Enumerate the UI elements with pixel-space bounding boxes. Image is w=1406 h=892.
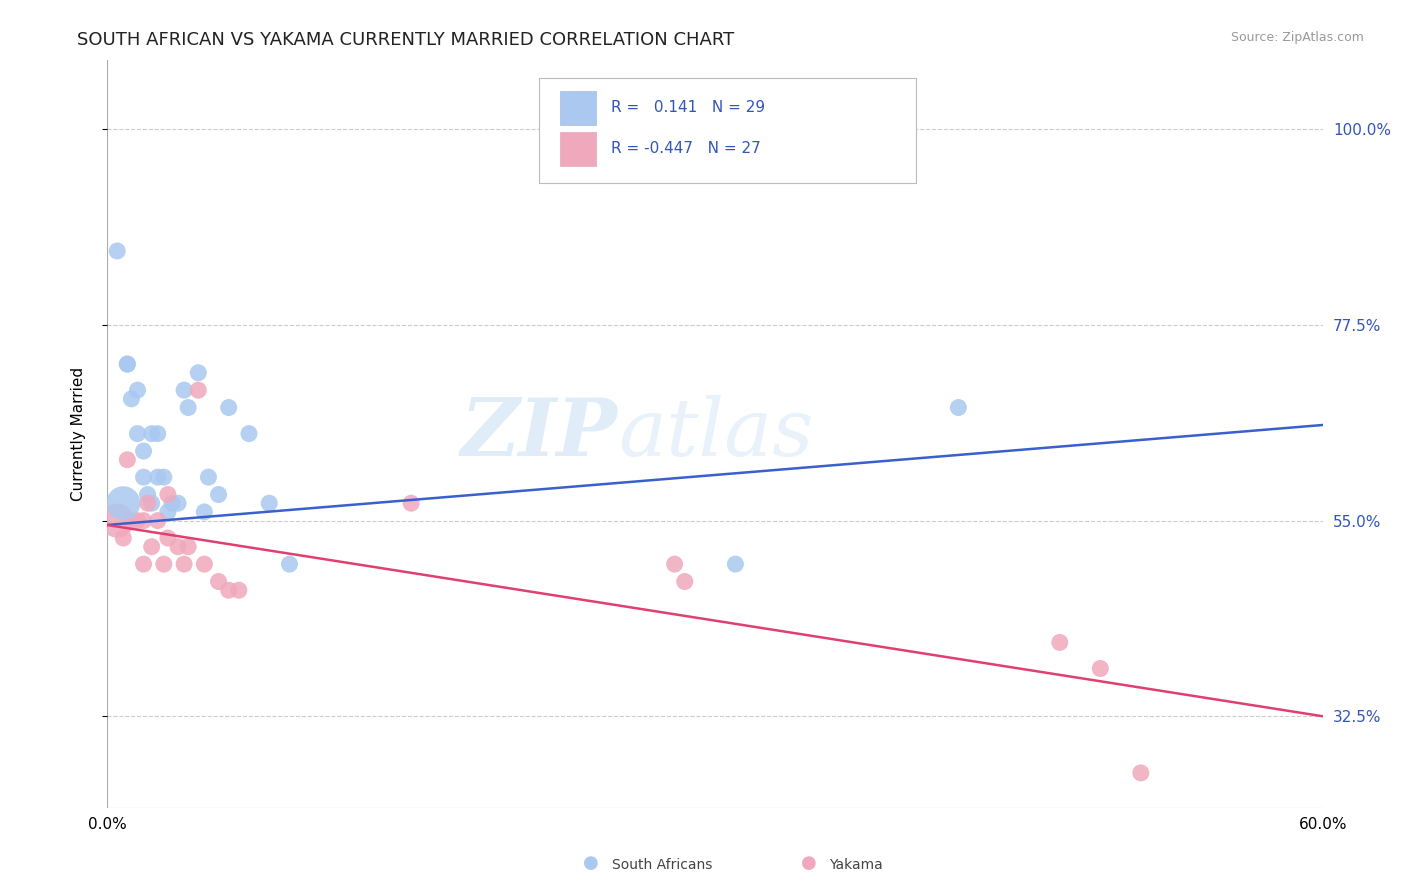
Point: [146, 470, 169, 484]
Point: [146, 514, 169, 528]
Point: [136, 487, 159, 501]
Text: Yakama: Yakama: [830, 858, 883, 872]
Point: [112, 496, 135, 510]
Text: ZIP: ZIP: [461, 395, 617, 473]
Point: [153, 557, 176, 571]
Point: [146, 426, 169, 441]
Point: [127, 426, 149, 441]
Text: South Africans: South Africans: [612, 858, 711, 872]
Point: [127, 383, 149, 397]
Point: [167, 540, 190, 554]
Point: [156, 505, 179, 519]
Point: [160, 496, 183, 510]
Point: [112, 531, 135, 545]
Point: [132, 444, 155, 458]
Point: [724, 557, 747, 571]
Point: [673, 574, 696, 589]
Point: [177, 540, 200, 554]
Point: [136, 496, 159, 510]
Text: SOUTH AFRICAN VS YAKAMA CURRENTLY MARRIED CORRELATION CHART: SOUTH AFRICAN VS YAKAMA CURRENTLY MARRIE…: [77, 31, 734, 49]
Point: [218, 401, 240, 415]
Bar: [560, 132, 596, 166]
Point: [187, 383, 209, 397]
Point: [141, 426, 163, 441]
Point: [238, 426, 260, 441]
Point: [1090, 661, 1112, 675]
Point: [117, 357, 139, 371]
Point: [177, 401, 200, 415]
Point: [399, 496, 422, 510]
Y-axis label: Currently Married: Currently Married: [72, 367, 86, 500]
Point: [156, 531, 179, 545]
Text: R =   0.141   N = 29: R = 0.141 N = 29: [610, 101, 765, 115]
FancyBboxPatch shape: [538, 78, 915, 183]
Point: [117, 357, 139, 371]
Text: ●: ●: [582, 855, 599, 872]
Point: [664, 557, 686, 571]
Point: [207, 574, 229, 589]
Point: [120, 514, 142, 528]
Point: [278, 557, 301, 571]
Point: [132, 470, 155, 484]
Point: [127, 514, 149, 528]
Point: [120, 392, 142, 406]
Point: [187, 366, 209, 380]
Point: [105, 244, 128, 258]
Point: [193, 505, 215, 519]
Point: [257, 496, 280, 510]
Point: [207, 487, 229, 501]
Point: [167, 496, 190, 510]
Text: R = -0.447   N = 27: R = -0.447 N = 27: [610, 142, 761, 156]
Point: [948, 401, 970, 415]
Point: [132, 557, 155, 571]
Point: [117, 452, 139, 467]
Point: [105, 514, 128, 528]
Text: Source: ZipAtlas.com: Source: ZipAtlas.com: [1230, 31, 1364, 45]
Point: [173, 383, 195, 397]
Point: [153, 470, 176, 484]
Point: [156, 487, 179, 501]
Point: [218, 583, 240, 598]
Point: [1129, 765, 1152, 780]
Point: [193, 557, 215, 571]
Point: [228, 583, 250, 598]
Point: [1049, 635, 1071, 649]
Bar: [560, 91, 596, 125]
Text: atlas: atlas: [617, 395, 813, 473]
Point: [197, 470, 219, 484]
Text: ●: ●: [800, 855, 817, 872]
Point: [173, 557, 195, 571]
Point: [132, 514, 155, 528]
Point: [141, 496, 163, 510]
Point: [141, 540, 163, 554]
